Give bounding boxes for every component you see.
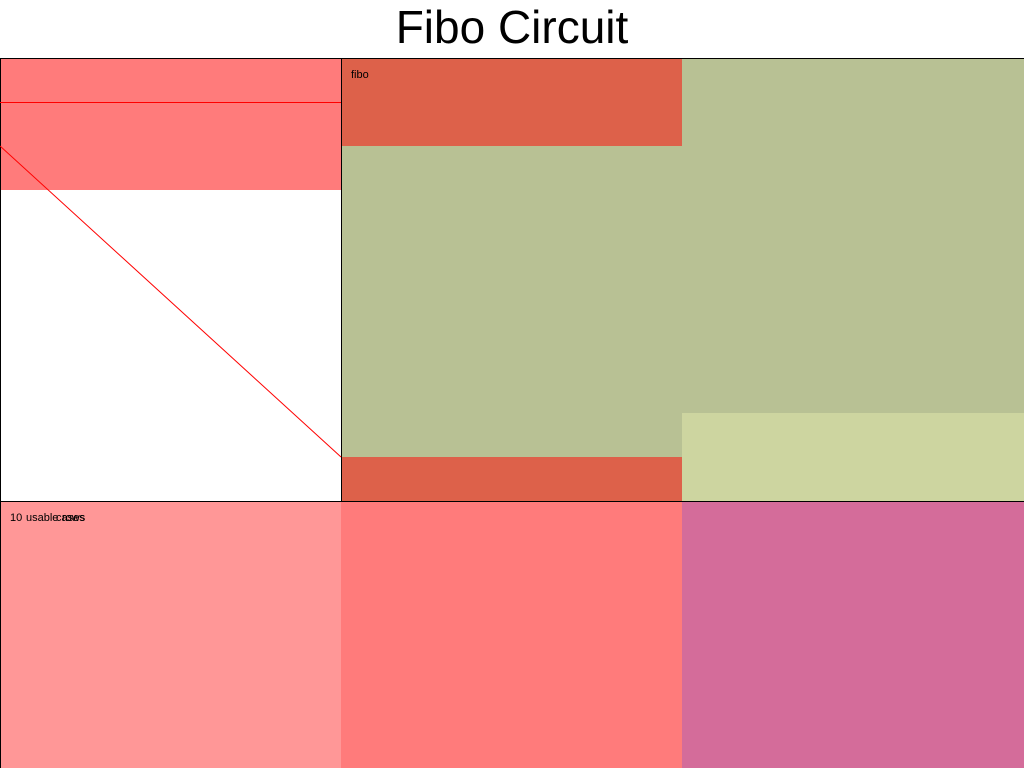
top-left-white-area <box>0 190 341 501</box>
right-sage-block <box>682 58 1024 413</box>
middle-sage-block <box>341 146 682 457</box>
fibo-header-block <box>341 58 682 146</box>
middle-bottom-block <box>341 457 682 501</box>
rows-label-number: 10 <box>10 512 23 524</box>
rows-label-cases: cases <box>56 512 85 524</box>
bottom-left-block <box>0 501 341 768</box>
rows-label-rows: rows <box>62 512 86 524</box>
bottom-right-block <box>682 501 1024 768</box>
diagonal-wire <box>0 145 342 458</box>
top-left-block <box>0 103 341 190</box>
top-left-strip <box>0 58 341 102</box>
right-light-sage-block <box>682 413 1024 501</box>
diagram-title: Fibo Circuit <box>395 1 629 53</box>
bottom-middle-block <box>341 501 682 768</box>
fibo-label: fibo <box>351 69 369 81</box>
rows-label-usable: usable <box>26 512 59 524</box>
bottom-left-overlapping-labels: 10 usable rows cases <box>10 512 130 526</box>
